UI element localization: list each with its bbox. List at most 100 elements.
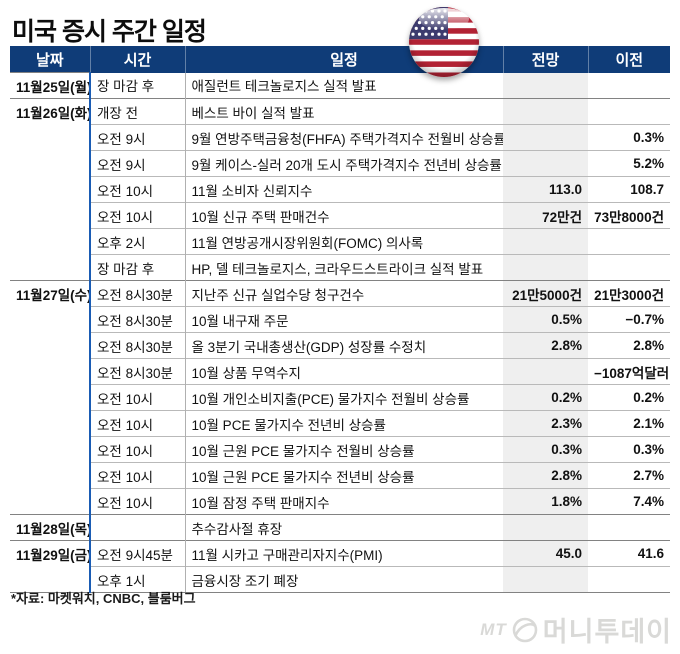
cell-event: HP, 델 테크놀로지스, 크라우드스트라이크 실적 발표 — [184, 254, 503, 281]
cell-time: 오후 1시 — [89, 566, 185, 593]
table-row: 11월25일(월) 장 마감 후 애질런트 테크놀로지스 실적 발표 — [10, 72, 670, 99]
cell-date — [10, 411, 90, 437]
cell-event: 올 3분기 국내총생산(GDP) 성장률 수정치 — [184, 332, 503, 359]
cell-time: 오전 8시30분 — [89, 358, 185, 385]
cell-forecast — [503, 514, 588, 541]
table-row: 오후 1시 금융시장 조기 폐장 — [10, 566, 670, 593]
cell-date — [10, 359, 90, 385]
table-row: 오전 9시 9월 케이스-실러 20개 도시 주택가격지수 전년비 상승률 5.2% — [10, 150, 670, 177]
cell-time: 장 마감 후 — [89, 254, 185, 281]
cell-forecast — [503, 358, 588, 385]
cell-previous: −1087억달러 — [588, 358, 670, 385]
cell-date: 11월27일(수) — [10, 280, 90, 307]
cell-forecast: 2.8% — [503, 332, 588, 359]
cell-forecast: 2.3% — [503, 410, 588, 437]
cell-previous — [588, 254, 670, 281]
cell-date: 11월28일(목) — [10, 514, 90, 541]
cell-time: 개장 전 — [89, 98, 185, 125]
cell-previous: −0.7% — [588, 306, 670, 333]
cell-date — [10, 151, 90, 177]
cell-date — [10, 437, 90, 463]
cell-date: 11월25일(월) — [10, 72, 90, 99]
cell-previous — [588, 566, 670, 593]
mt-circle-icon — [512, 617, 538, 643]
cell-forecast: 72만건 — [503, 202, 588, 229]
table-row: 11월29일(금) 오전 9시45분 11월 시카고 구매관리자지수(PMI) 45.… — [10, 540, 670, 567]
cell-event: 11월 시카고 구매관리자지수(PMI) — [184, 540, 503, 567]
table-row: 오전 10시 10월 신규 주택 판매건수 72만건 73만8000건 — [10, 202, 670, 229]
cell-previous: 2.7% — [588, 462, 670, 489]
column-header-date: 날짜 — [10, 46, 90, 73]
table-row: 오전 9시 9월 연방주택금융청(FHFA) 주택가격지수 전월비 상승률 0.3% — [10, 124, 670, 151]
cell-forecast: 0.2% — [503, 384, 588, 411]
table-row: 오전 8시30분 10월 내구재 주문 0.5% −0.7% — [10, 306, 670, 333]
cell-forecast — [503, 72, 588, 99]
us-flag-icon — [408, 6, 480, 78]
cell-time: 오전 10시 — [89, 410, 185, 437]
cell-event: 11월 소비자 신뢰지수 — [184, 176, 503, 203]
cell-previous — [588, 228, 670, 255]
table-row: 장 마감 후 HP, 델 테크놀로지스, 크라우드스트라이크 실적 발표 — [10, 254, 670, 281]
cell-previous: 108.7 — [588, 176, 670, 203]
cell-time: 오전 10시 — [89, 462, 185, 489]
cell-forecast — [503, 254, 588, 281]
cell-time: 오전 8시30분 — [89, 280, 185, 307]
cell-previous: 0.3% — [588, 124, 670, 151]
cell-date — [10, 125, 90, 151]
cell-event: 10월 개인소비지출(PCE) 물가지수 전월비 상승률 — [184, 384, 503, 411]
cell-time: 오후 2시 — [89, 228, 185, 255]
cell-event: 10월 근원 PCE 물가지수 전년비 상승률 — [184, 462, 503, 489]
cell-date: 11월29일(금) — [10, 540, 90, 567]
cell-forecast: 2.8% — [503, 462, 588, 489]
cell-event: 10월 내구재 주문 — [184, 306, 503, 333]
table-row: 오전 10시 10월 개인소비지출(PCE) 물가지수 전월비 상승률 0.2% 0.… — [10, 384, 670, 411]
table-row: 오전 10시 11월 소비자 신뢰지수 113.0 108.7 — [10, 176, 670, 203]
table-row: 오전 8시30분 올 3분기 국내총생산(GDP) 성장률 수정치 2.8% 2.8% — [10, 332, 670, 359]
table-row: 11월28일(목) 추수감사절 휴장 — [10, 514, 670, 541]
cell-time: 오전 8시30분 — [89, 306, 185, 333]
cell-event: 10월 PCE 물가지수 전년비 상승률 — [184, 410, 503, 437]
cell-forecast: 45.0 — [503, 540, 588, 567]
cell-forecast — [503, 566, 588, 593]
cell-previous — [588, 73, 670, 99]
cell-event: 9월 연방주택금융청(FHFA) 주택가격지수 전월비 상승률 — [184, 124, 503, 151]
cell-event: 금융시장 조기 폐장 — [184, 566, 503, 593]
cell-event: 10월 근원 PCE 물가지수 전월비 상승률 — [184, 436, 503, 463]
header-row: 날짜 시간 일정 전망 이전 — [10, 46, 670, 73]
cell-event: 지난주 신규 실업수당 청구건수 — [184, 280, 503, 307]
table-row: 오전 10시 10월 근원 PCE 물가지수 전년비 상승률 2.8% 2.7% — [10, 462, 670, 489]
moneytoday-logo: MT 머니투데이 — [480, 610, 672, 649]
cell-date — [10, 463, 90, 489]
cell-event: 10월 잠정 주택 판매지수 — [184, 488, 503, 515]
cell-previous: 7.4% — [588, 488, 670, 515]
cell-forecast — [503, 228, 588, 255]
cell-date — [10, 307, 90, 333]
cell-date — [10, 255, 90, 281]
cell-previous — [588, 98, 670, 125]
table-row: 11월27일(수) 오전 8시30분 지난주 신규 실업수당 청구건수 21만5000… — [10, 280, 670, 307]
cell-time — [89, 514, 185, 541]
table-row: 오전 8시30분 10월 상품 무역수지 −1087억달러 — [10, 358, 670, 385]
mt-logo-name: 머니투데이 — [542, 617, 672, 647]
cell-event: 10월 상품 무역수지 — [184, 358, 503, 385]
cell-time: 오전 9시 — [89, 124, 185, 151]
cell-event: 애질런트 테크놀로지스 실적 발표 — [184, 72, 503, 99]
cell-time: 오전 10시 — [89, 436, 185, 463]
cell-event: 11월 연방공개시장위원회(FOMC) 의사록 — [184, 228, 503, 255]
cell-previous: 0.3% — [588, 436, 670, 463]
cell-forecast: 1.8% — [503, 488, 588, 515]
cell-event: 베스트 바이 실적 발표 — [184, 98, 503, 125]
cell-forecast — [503, 150, 588, 177]
cell-previous: 2.1% — [588, 410, 670, 437]
table-header: 날짜 시간 일정 전망 이전 — [10, 46, 670, 73]
cell-time: 오전 10시 — [89, 202, 185, 229]
column-header-time: 시간 — [89, 46, 185, 73]
table-row: 오후 2시 11월 연방공개시장위원회(FOMC) 의사록 — [10, 228, 670, 255]
table-row: 오전 10시 10월 잠정 주택 판매지수 1.8% 7.4% — [10, 488, 670, 515]
cell-event: 9월 케이스-실러 20개 도시 주택가격지수 전년비 상승률 — [184, 150, 503, 177]
column-header-previous: 이전 — [587, 46, 670, 73]
cell-date — [10, 489, 90, 515]
cell-time: 오전 8시30분 — [89, 332, 185, 359]
cell-event: 추수감사절 휴장 — [184, 514, 503, 541]
